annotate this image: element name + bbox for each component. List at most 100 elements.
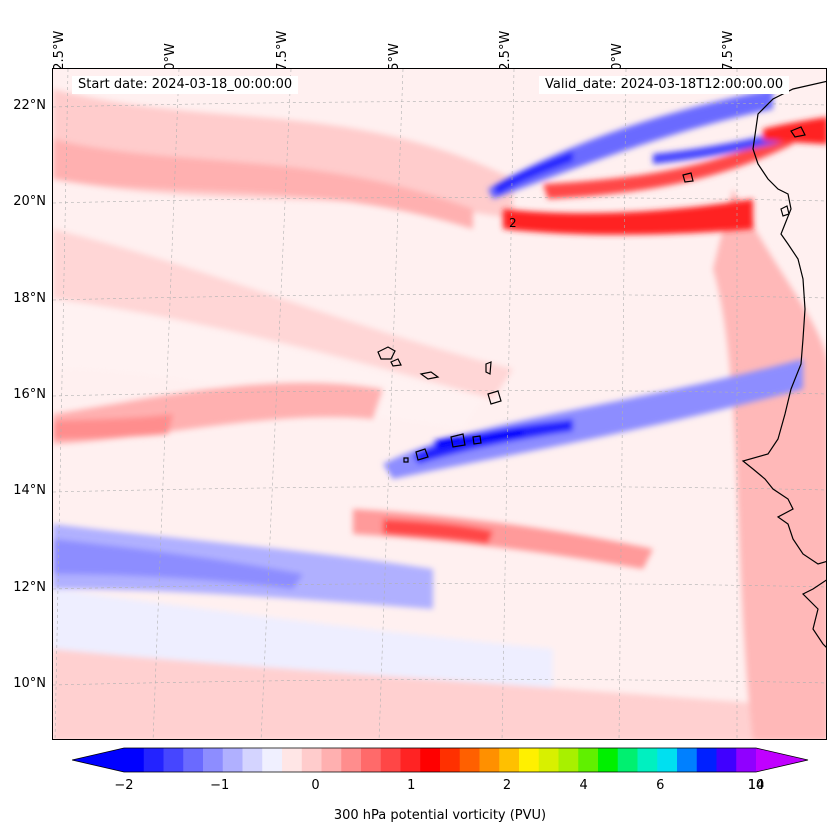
grid-lon (260, 69, 292, 739)
colorbar-swatch (262, 748, 283, 772)
colorbar-tick-label: 6 (656, 778, 665, 793)
colorbar-swatch (677, 748, 698, 772)
grid-lat (53, 486, 826, 493)
colorbar-swatch (519, 748, 540, 772)
pv-band-blue-south2 (53, 539, 303, 589)
canary-island (790, 126, 806, 138)
canary-island (780, 205, 790, 217)
colorbar-outline (72, 747, 809, 773)
valid-date-label: Valid_date: 2024-03-18T12:00:00.00 (539, 76, 790, 94)
colorbar-swatch (203, 748, 224, 772)
colorbar-swatch (301, 748, 323, 772)
lat-label: 10°N (13, 676, 46, 691)
lat-label: 20°N (13, 194, 46, 209)
colorbar-over-arrow (756, 748, 808, 772)
colorbar-swatch (380, 748, 402, 772)
africa-coastline-south (801, 579, 826, 648)
colorbar-swatch (736, 748, 757, 772)
cape-verde-island (415, 448, 429, 461)
colorbar-tick-label: 10 (747, 778, 765, 793)
grid-lon (501, 69, 515, 739)
colorbar-swatch (242, 748, 263, 772)
grid-lat (53, 294, 826, 301)
grid-lat (53, 197, 826, 204)
pv-band-red-west-core (53, 414, 173, 439)
pv-streak-blue-main (383, 359, 803, 479)
colorbar-swatch (124, 748, 145, 772)
start-date-label: Start date: 2024-03-18_00:00:00 (72, 76, 299, 94)
cape-verde-island (487, 390, 502, 405)
pv-streak-blue-ne2 (653, 129, 793, 164)
colorbar-swatch (400, 748, 421, 772)
pv-band-red-central-core (383, 519, 493, 544)
colorbar-tick-label: 4 (579, 778, 588, 793)
colorbar-swatch (637, 748, 658, 772)
grid-lon (152, 69, 180, 739)
lat-label: 22°N (13, 98, 46, 113)
pv-streak-blue-ne-core (493, 151, 573, 195)
pv-streak-blue-ne (488, 89, 773, 199)
africa-coastline (741, 80, 826, 565)
colorbar-swatch (499, 748, 520, 772)
canary-island (682, 172, 694, 183)
lat-label: 16°N (13, 387, 46, 402)
cape-verde-island (377, 346, 396, 360)
colorbar (72, 747, 809, 773)
colorbar-tick-label: −2 (114, 778, 134, 793)
colorbar-swatch (657, 748, 678, 772)
pv-streak-blue-main-dark (433, 429, 523, 449)
lat-label: 18°N (13, 291, 46, 306)
colorbar-swatch (617, 748, 639, 772)
grid-lat (53, 583, 826, 590)
grid-lat (53, 101, 826, 108)
colorbar-swatch (183, 748, 204, 772)
colorbar-swatch (538, 748, 560, 772)
cape-verde-island (485, 361, 492, 375)
pv-streak-red-ne (543, 129, 793, 199)
graticule (53, 69, 826, 739)
colorbar-swatch (282, 748, 303, 772)
colorbar-swatch (361, 748, 382, 772)
contour-annotation: 2 (509, 216, 517, 230)
cape-verde-island (472, 435, 482, 445)
colorbar-tick-label: 2 (502, 778, 512, 793)
pv-band-red-bottom (53, 649, 826, 739)
colorbar-label: 300 hPa potential vorticity (PVU) (333, 808, 547, 823)
cape-verde-island (390, 358, 402, 367)
grid-lat (53, 390, 826, 397)
pv-jet-central (383, 359, 803, 479)
pv-streak-blue-main-core (413, 419, 573, 464)
cape-verde-island (419, 371, 440, 380)
pv-field-map: 2 (53, 69, 826, 739)
colorbar-swatch (716, 748, 737, 772)
colorbar-swatch (321, 748, 342, 772)
colorbar-swatch (696, 748, 718, 772)
colorbar-swatch (598, 748, 619, 772)
pv-jet-northeast (488, 89, 826, 235)
colorbar-swatch (479, 748, 500, 772)
cape-verde-island (450, 433, 466, 448)
lat-label: 12°N (13, 580, 46, 595)
colorbar-swatch (163, 748, 184, 772)
pv-band-red-east (713, 189, 826, 739)
colorbar-under-arrow (72, 748, 124, 772)
colorbar-swatch (341, 748, 362, 772)
colorbar-swatch (143, 748, 165, 772)
grid-lon (54, 69, 69, 739)
grid-lat (53, 679, 826, 686)
colorbar-tick-label: 1 (407, 778, 416, 793)
colorbar-tick-label: −1 (210, 778, 230, 793)
colorbar-swatch (459, 748, 481, 772)
colorbar-swatch (440, 748, 461, 772)
grid-lon (618, 69, 627, 739)
lat-label: 14°N (13, 483, 46, 498)
pv-band-pink-mid (53, 229, 513, 399)
colorbar-swatch (558, 748, 579, 772)
colorbar-tick-label: 0 (311, 778, 320, 793)
pv-streak-red-ne2 (763, 117, 826, 144)
coastlines (377, 80, 826, 648)
pv-band-red-north2 (53, 139, 473, 229)
colorbar-tick-label: 14 (747, 778, 765, 793)
grid-lon (378, 69, 404, 739)
colorbar-swatch (420, 748, 441, 772)
